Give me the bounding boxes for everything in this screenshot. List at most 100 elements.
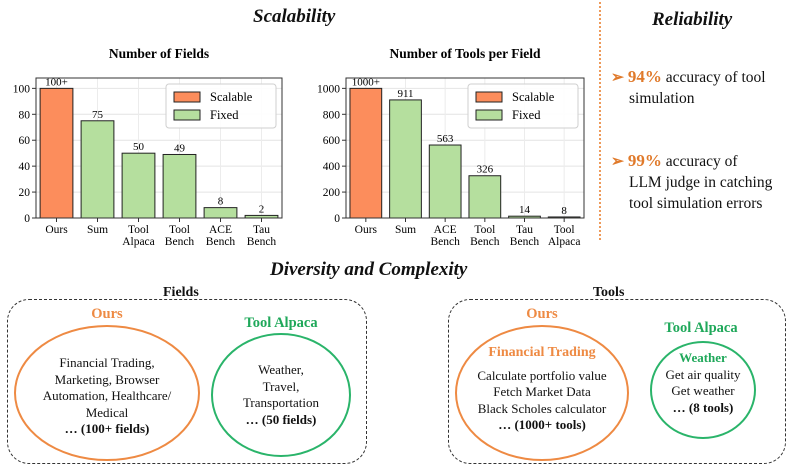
section-divider (599, 2, 601, 240)
tools-toolalpaca-field: Weather (679, 350, 727, 365)
x-tick-label: ACE (209, 224, 232, 236)
tools-chart: Number of Tools per Field 0 200 400 600 800 10… (317, 46, 585, 248)
field-item: Travel, (262, 378, 300, 394)
tool-item: Black Scholes calculator (477, 400, 607, 416)
legend-label: Scalable (210, 90, 253, 104)
y-tick-label: 1000 (317, 83, 340, 95)
reliability-text: accuracy of (661, 153, 738, 170)
x-tick-label: Bench (510, 236, 540, 248)
legend-swatch (475, 91, 503, 103)
bar (389, 99, 422, 219)
x-tick-label: Alpaca (548, 236, 581, 248)
tools-ours-field: Financial Trading (488, 345, 596, 360)
data-label: 14 (519, 204, 531, 216)
fields-toolalpaca-ellipse (211, 333, 351, 457)
reliability-text: accuracy of tool (661, 69, 766, 86)
bar (80, 120, 115, 219)
data-label: 563 (437, 133, 454, 145)
x-tick-label: Tool (474, 224, 495, 236)
tools-toolalpaca-label: Tool Alpaca (664, 320, 738, 336)
tools-toolalpaca-ellipse (650, 341, 756, 439)
x-tick-label: Tau (253, 224, 270, 236)
reliability-text: LLM judge in catching (629, 174, 773, 191)
reliability-title: Reliability (652, 9, 733, 30)
plot-frame (345, 77, 585, 219)
x-tick-label: Tau (516, 224, 533, 236)
reliability-item-tool-simulation: ➢ 94% accuracy of tool simulation (611, 66, 766, 109)
diversity-title: Diversity and Complexity (270, 259, 468, 280)
reliability-item-llm-judge: ➢ 99% accuracy of LLM judge in catching … (611, 150, 772, 214)
chart-title: Number of Fields (109, 46, 209, 61)
tool-item: Fetch Market Data (493, 384, 591, 399)
x-tick-label: Alpaca (122, 236, 155, 248)
fields-toolalpaca-label: Tool Alpaca (244, 315, 318, 331)
legend-swatch (173, 109, 201, 121)
bar (121, 152, 156, 219)
x-tick-label: Ours (45, 224, 68, 236)
reliability-text: tool simulation errors (629, 195, 763, 212)
field-item: Medical (85, 404, 129, 420)
data-label: 326 (477, 164, 494, 176)
tools-panel-title: Tools (593, 285, 625, 300)
bar (349, 87, 383, 219)
y-tick-label: 0 (24, 213, 30, 225)
fields-ours-list: Financial Trading, Marketing, Browser Au… (14, 355, 200, 438)
reliability-value: 94% (627, 67, 662, 86)
plot-frame (35, 77, 283, 219)
x-tick-label: Tool (128, 224, 149, 236)
y-tick-label: 200 (323, 187, 341, 199)
x-tick-label: Bench (247, 236, 277, 248)
tools-ours-list: Financial Trading Calculate portfolio va… (455, 345, 629, 434)
tools-ours-label: Ours (526, 306, 558, 322)
x-tick-label: Bench (206, 236, 236, 248)
field-item: Automation, Healthcare/ (42, 388, 172, 403)
y-tick-label: 0 (334, 213, 340, 225)
field-item: Weather, (258, 362, 304, 377)
legend-label: Scalable (512, 90, 555, 104)
fields-chart: Number of Fields 0 20 40 60 80 100 100+ Ours 75 Su… (13, 46, 283, 248)
tools-toolalpaca-list: Weather Get air quality Get weather … (8… (650, 350, 756, 416)
tool-item: Get air quality (665, 366, 741, 382)
y-tick-label: 20 (19, 187, 31, 199)
data-label: 100+ (45, 76, 68, 88)
data-label: 2 (259, 203, 265, 215)
field-item: Transportation (242, 395, 320, 410)
x-tick-label: Tool (169, 224, 190, 236)
reliability-text: simulation (629, 90, 695, 107)
fields-panel-title: Fields (163, 285, 199, 300)
legend-label: Fixed (210, 108, 239, 122)
legend-label: Fixed (512, 108, 541, 122)
y-tick-label: 60 (19, 135, 31, 147)
field-count: … (100+ fields) (64, 421, 150, 436)
x-tick-label: Tool (554, 224, 575, 236)
bar (39, 87, 74, 219)
fields-ours-ellipse (14, 325, 200, 461)
chart-title: Number of Tools per Field (389, 46, 541, 61)
data-label: 8 (218, 196, 224, 208)
tool-count: … (1000+ tools) (498, 417, 586, 432)
x-tick-label: Bench (430, 236, 460, 248)
y-tick-label: 80 (19, 109, 31, 121)
bar (162, 153, 197, 219)
bar (468, 175, 502, 219)
arrow-icon: ➢ (611, 153, 624, 170)
reliability-value: 99% (627, 151, 662, 170)
fields-ours-label: Ours (91, 306, 123, 322)
tool-item: Get weather (671, 383, 735, 398)
data-label: 50 (133, 141, 145, 153)
data-label: 8 (561, 205, 567, 217)
tools-ours-ellipse (455, 325, 629, 461)
x-tick-label: ACE (434, 224, 457, 236)
fields-toolalpaca-list: Weather, Travel, Transportation … (50 fi… (211, 362, 351, 428)
data-label: 49 (174, 142, 186, 154)
scalability-title: Scalability (253, 6, 336, 27)
field-item: Marketing, Browser (54, 371, 160, 387)
tools-panel (448, 299, 786, 464)
field-item: Financial Trading, (59, 355, 155, 370)
y-tick-label: 400 (323, 161, 341, 173)
x-tick-label: Bench (165, 236, 195, 248)
data-label: 1000+ (352, 76, 380, 88)
field-count: … (50 fields) (245, 411, 317, 427)
tool-item: Calculate portfolio value (477, 367, 607, 383)
tool-count: … (8 tools) (672, 399, 734, 415)
